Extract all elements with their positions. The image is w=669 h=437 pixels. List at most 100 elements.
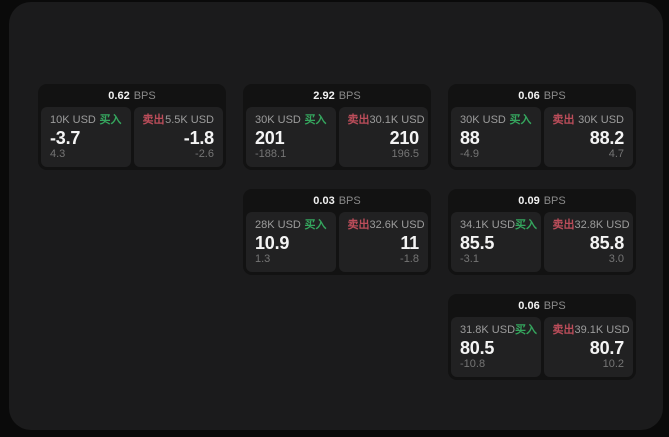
buy-meta-row: 10K USD 买入 xyxy=(50,114,122,127)
quote-card: 0.62 BPS 10K USD 买入 -3.7 4.3 卖出 5.5K USD xyxy=(38,84,226,170)
buy-change: -3.1 xyxy=(460,253,479,265)
sell-change: 196.5 xyxy=(391,148,419,160)
buy-meta-row: 34.1K USD 买入 xyxy=(460,219,537,232)
sell-meta-row: 卖出 30.1K USD xyxy=(347,114,425,127)
buy-amount: 31.8K USD xyxy=(460,324,516,336)
buy-panel[interactable]: 10K USD 买入 -3.7 4.3 xyxy=(41,107,131,167)
buy-amount: 34.1K USD xyxy=(460,219,516,231)
sell-panel[interactable]: 卖出 30K USD 88.2 4.7 xyxy=(543,107,633,167)
sell-amount: 5.5K USD xyxy=(165,114,214,126)
buy-panel[interactable]: 30K USD 买入 201 -188.1 xyxy=(246,107,336,167)
sell-meta-row: 卖出 39.1K USD xyxy=(552,324,630,337)
sell-price: 80.7 xyxy=(589,337,624,358)
bps-header: 0.62 BPS xyxy=(41,84,223,107)
sell-change: -1.8 xyxy=(400,253,419,265)
sell-price: 11 xyxy=(400,232,419,253)
sell-change: 10.2 xyxy=(602,358,624,370)
bps-header: 0.06 BPS xyxy=(451,294,633,317)
quote-body: 31.8K USD 买入 80.5 -10.8 卖出 39.1K USD 80.… xyxy=(451,317,633,377)
app-panel: 0.62 BPS 10K USD 买入 -3.7 4.3 卖出 5.5K USD xyxy=(9,2,663,430)
quote-card: 0.03 BPS 28K USD 买入 10.9 1.3 卖出 32.6K US… xyxy=(243,189,431,275)
sell-price: -1.8 xyxy=(183,127,214,148)
bps-header: 0.06 BPS xyxy=(451,84,633,107)
bps-value: 0.62 xyxy=(108,89,130,102)
quote-card: 0.06 BPS 31.8K USD 买入 80.5 -10.8 卖出 39.1… xyxy=(448,294,636,380)
buy-price: 201 xyxy=(255,127,285,148)
bps-unit: BPS xyxy=(543,194,566,207)
sell-panel[interactable]: 卖出 30.1K USD 210 196.5 xyxy=(338,107,428,167)
quote-body: 30K USD 买入 201 -188.1 卖出 30.1K USD 210 1… xyxy=(246,107,428,167)
bps-header: 0.03 BPS xyxy=(246,189,428,212)
buy-panel[interactable]: 28K USD 买入 10.9 1.3 xyxy=(246,212,336,272)
sell-panel[interactable]: 卖出 32.6K USD 11 -1.8 xyxy=(338,212,428,272)
buy-amount: 30K USD xyxy=(255,114,301,126)
buy-tag: 买入 xyxy=(304,114,327,126)
buy-price: 10.9 xyxy=(255,232,290,253)
buy-change: 4.3 xyxy=(50,148,66,160)
buy-meta-row: 30K USD 买入 xyxy=(255,114,327,127)
sell-tag: 卖出 xyxy=(347,114,370,126)
sell-meta-row: 卖出 30K USD xyxy=(553,114,625,127)
sell-tag: 卖出 xyxy=(552,324,575,336)
bps-unit: BPS xyxy=(338,194,361,207)
quote-card: 0.09 BPS 34.1K USD 买入 85.5 -3.1 卖出 32.8K… xyxy=(448,189,636,275)
buy-amount: 28K USD xyxy=(255,219,301,231)
bps-value: 2.92 xyxy=(313,89,335,102)
quote-card: 2.92 BPS 30K USD 买入 201 -188.1 卖出 30.1K … xyxy=(243,84,431,170)
buy-change: -4.9 xyxy=(460,148,479,160)
buy-change: -188.1 xyxy=(255,148,287,160)
buy-tag: 买入 xyxy=(99,114,122,126)
sell-meta-row: 卖出 5.5K USD xyxy=(143,114,215,127)
bps-value: 0.09 xyxy=(518,194,540,207)
quote-body: 28K USD 买入 10.9 1.3 卖出 32.6K USD 11 -1.8 xyxy=(246,212,428,272)
bps-header: 2.92 BPS xyxy=(246,84,428,107)
bps-header: 0.09 BPS xyxy=(451,189,633,212)
sell-panel[interactable]: 卖出 39.1K USD 80.7 10.2 xyxy=(543,317,633,377)
sell-change: 4.7 xyxy=(608,148,624,160)
bps-value: 0.06 xyxy=(518,299,540,312)
sell-price: 210 xyxy=(389,127,420,148)
sell-tag: 卖出 xyxy=(347,219,370,231)
buy-tag: 买入 xyxy=(515,219,538,231)
sell-change: -2.6 xyxy=(195,148,214,160)
sell-amount: 39.1K USD xyxy=(574,324,630,336)
sell-panel[interactable]: 卖出 5.5K USD -1.8 -2.6 xyxy=(133,107,223,167)
buy-meta-row: 28K USD 买入 xyxy=(255,219,327,232)
quote-body: 34.1K USD 买入 85.5 -3.1 卖出 32.8K USD 85.8… xyxy=(451,212,633,272)
buy-panel[interactable]: 34.1K USD 买入 85.5 -3.1 xyxy=(451,212,541,272)
sell-tag: 卖出 xyxy=(552,114,575,126)
sell-panel[interactable]: 卖出 32.8K USD 85.8 3.0 xyxy=(543,212,633,272)
quote-grid: 0.62 BPS 10K USD 买入 -3.7 4.3 卖出 5.5K USD xyxy=(38,84,636,380)
sell-amount: 30K USD xyxy=(578,114,624,126)
buy-tag: 买入 xyxy=(515,324,538,336)
buy-price: 80.5 xyxy=(460,337,495,358)
sell-amount: 32.6K USD xyxy=(369,219,425,231)
buy-tag: 买入 xyxy=(304,219,327,231)
buy-amount: 30K USD xyxy=(460,114,506,126)
buy-panel[interactable]: 31.8K USD 买入 80.5 -10.8 xyxy=(451,317,541,377)
buy-tag: 买入 xyxy=(509,114,532,126)
sell-price: 88.2 xyxy=(589,127,624,148)
quote-body: 10K USD 买入 -3.7 4.3 卖出 5.5K USD -1.8 -2.… xyxy=(41,107,223,167)
sell-amount: 32.8K USD xyxy=(574,219,630,231)
sell-tag: 卖出 xyxy=(142,114,165,126)
buy-price: 85.5 xyxy=(460,232,495,253)
bps-unit: BPS xyxy=(543,89,566,102)
buy-panel[interactable]: 30K USD 买入 88 -4.9 xyxy=(451,107,541,167)
buy-price: 88 xyxy=(460,127,480,148)
bps-unit: BPS xyxy=(543,299,566,312)
quote-card: 0.06 BPS 30K USD 买入 88 -4.9 卖出 30K USD xyxy=(448,84,636,170)
sell-meta-row: 卖出 32.8K USD xyxy=(552,219,630,232)
buy-amount: 10K USD xyxy=(50,114,96,126)
sell-meta-row: 卖出 32.6K USD xyxy=(347,219,425,232)
bps-value: 0.03 xyxy=(313,194,335,207)
bps-value: 0.06 xyxy=(518,89,540,102)
bps-unit: BPS xyxy=(338,89,361,102)
sell-tag: 卖出 xyxy=(552,219,575,231)
sell-amount: 30.1K USD xyxy=(369,114,425,126)
sell-price: 85.8 xyxy=(589,232,624,253)
buy-change: -10.8 xyxy=(460,358,486,370)
sell-change: 3.0 xyxy=(608,253,624,265)
buy-change: 1.3 xyxy=(255,253,271,265)
buy-meta-row: 30K USD 买入 xyxy=(460,114,532,127)
